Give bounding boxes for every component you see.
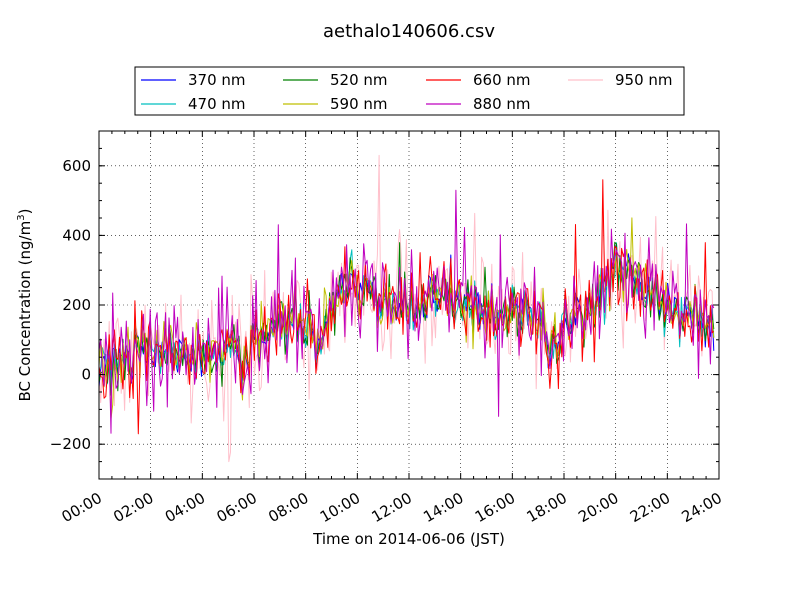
y-axis-label-main: BC Concentration (ng/m bbox=[16, 221, 34, 402]
y-axis-label-close: ) bbox=[16, 209, 34, 215]
legend-label: 370 nm bbox=[188, 71, 246, 89]
legend: 370 nm 470 nm 520 nm 590 nm 660 nm 880 nm 950 … bbox=[134, 66, 685, 116]
legend-label: 470 nm bbox=[188, 95, 246, 113]
legend-box bbox=[134, 66, 685, 116]
legend-label: 950 nm bbox=[615, 71, 673, 89]
grid bbox=[99, 131, 719, 479]
y-tick-label: 200 bbox=[62, 296, 91, 314]
y-axis-label: BC Concentration (ng/m3) bbox=[16, 209, 34, 402]
series-line-880-nm bbox=[98, 189, 715, 434]
x-axis-label: Time on 2014-06-06 (JST) bbox=[312, 530, 505, 548]
y-tick-label: −200 bbox=[50, 435, 91, 453]
legend-label: 520 nm bbox=[330, 71, 388, 89]
y-axis-label-superscript: 3 bbox=[16, 214, 27, 220]
chart-title: aethalo140606.csv bbox=[323, 21, 495, 42]
legend-label: 880 nm bbox=[473, 95, 531, 113]
y-tick-label: 0 bbox=[81, 366, 91, 384]
series-lines bbox=[98, 154, 715, 463]
y-tick-label: 400 bbox=[62, 226, 91, 244]
y-tick-label: 600 bbox=[62, 157, 91, 175]
legend-label: 590 nm bbox=[330, 95, 388, 113]
legend-label: 660 nm bbox=[473, 71, 531, 89]
